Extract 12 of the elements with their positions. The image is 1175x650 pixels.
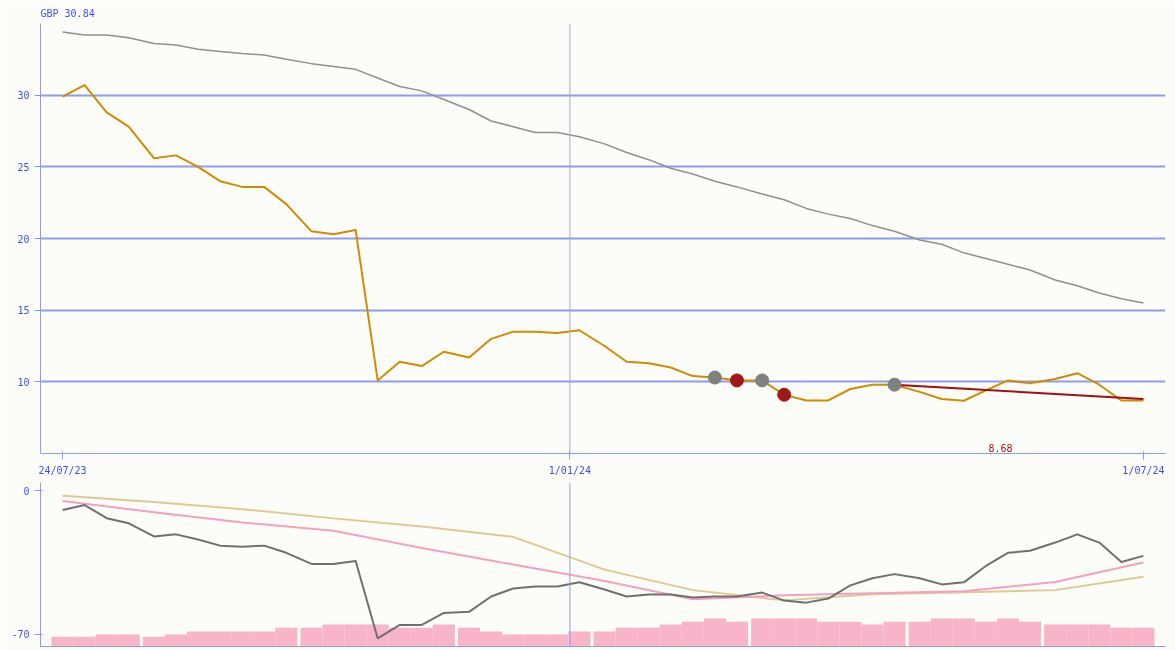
y-tick-label: 25 xyxy=(17,161,30,173)
y-tick-label: 15 xyxy=(17,305,30,317)
x-tick-label: 24/07/23 xyxy=(38,464,87,476)
y-tick-label: -70 xyxy=(11,629,30,641)
chart-title: GBP 30.84 xyxy=(40,7,95,19)
x-tick-label: 1/01/24 xyxy=(548,464,591,476)
y-tick-label: 30 xyxy=(17,90,30,102)
y-tick-label: 10 xyxy=(17,376,30,388)
annotation: 8.68 xyxy=(988,442,1013,454)
y-tick-label: 20 xyxy=(17,233,30,245)
x-tick-label: 1/07/24 xyxy=(1122,464,1165,476)
y-tick-label: 0 xyxy=(23,485,30,497)
